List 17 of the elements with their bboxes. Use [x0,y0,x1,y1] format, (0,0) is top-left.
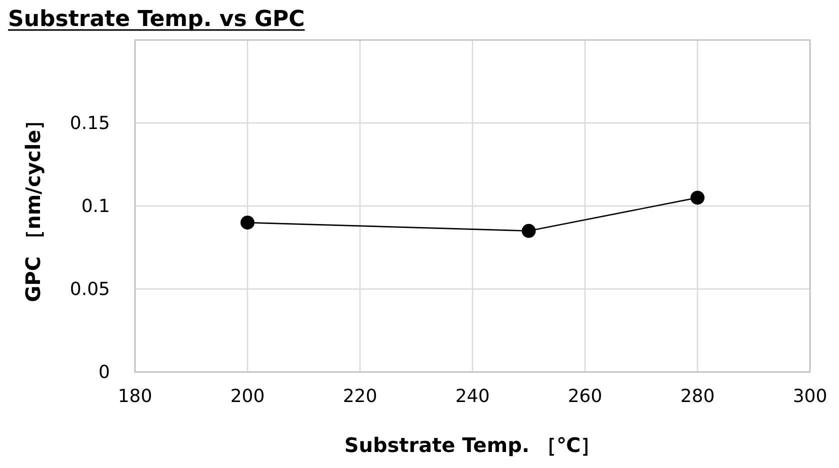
chart-title: Substrate Temp. vs GPC [8,7,305,32]
x-tick-label: 260 [568,386,602,407]
point [522,224,536,238]
x-tick-label: 200 [230,386,265,407]
x-tick-label: 300 [792,386,828,407]
x-tick-label: 220 [342,386,378,407]
x-tick-label: 180 [118,386,152,407]
y-tick-label: 0 [98,362,110,383]
x-tick-label: 240 [455,386,490,407]
point [240,216,254,230]
x-axis-title: Substrate Temp. ［℃］ [344,433,601,457]
y-tick-label: 0.1 [81,196,110,217]
x-tick-label: 280 [680,386,715,407]
y-axis-title: GPC ［nm/cycle］ [21,110,45,302]
y-tick-label: 0.15 [70,113,110,134]
point [690,190,704,205]
y-tick-label: 0.05 [70,279,110,300]
